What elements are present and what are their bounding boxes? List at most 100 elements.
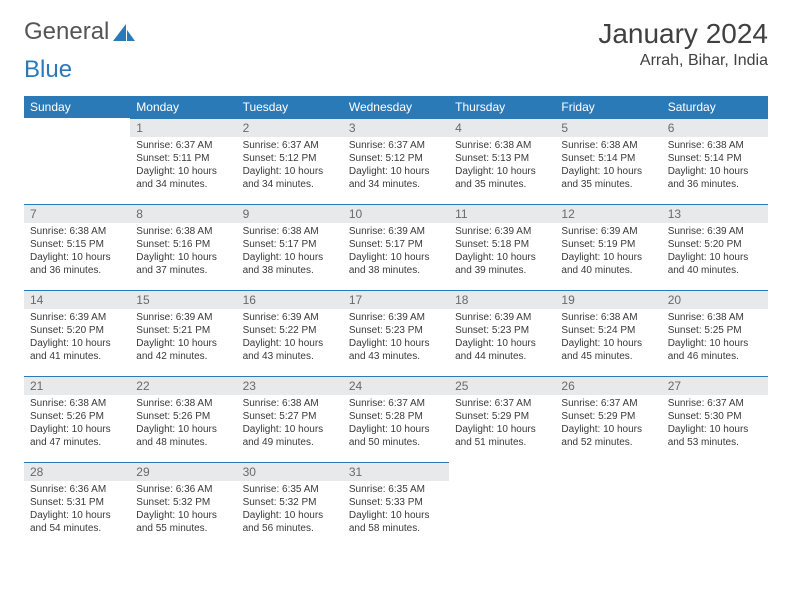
daylight-text-1: Daylight: 10 hours (561, 337, 655, 350)
calendar-day-cell: 8Sunrise: 6:38 AMSunset: 5:16 PMDaylight… (130, 204, 236, 290)
calendar-day-cell: 17Sunrise: 6:39 AMSunset: 5:23 PMDayligh… (343, 290, 449, 376)
calendar-day-cell: 4Sunrise: 6:38 AMSunset: 5:13 PMDaylight… (449, 118, 555, 204)
calendar-day-cell: 9Sunrise: 6:38 AMSunset: 5:17 PMDaylight… (237, 204, 343, 290)
day-info: Sunrise: 6:38 AMSunset: 5:14 PMDaylight:… (555, 137, 661, 195)
sunset-text: Sunset: 5:28 PM (349, 410, 443, 423)
calendar-day-cell: 3Sunrise: 6:37 AMSunset: 5:12 PMDaylight… (343, 118, 449, 204)
daylight-text-1: Daylight: 10 hours (349, 251, 443, 264)
sunset-text: Sunset: 5:31 PM (30, 496, 124, 509)
calendar-day-cell: 31Sunrise: 6:35 AMSunset: 5:33 PMDayligh… (343, 462, 449, 548)
daylight-text-2: and 35 minutes. (455, 178, 549, 191)
calendar-day-cell: 1Sunrise: 6:37 AMSunset: 5:11 PMDaylight… (130, 118, 236, 204)
day-number: 5 (555, 118, 661, 137)
daylight-text-1: Daylight: 10 hours (349, 337, 443, 350)
daylight-text-1: Daylight: 10 hours (30, 423, 124, 436)
calendar-day-cell: 28Sunrise: 6:36 AMSunset: 5:31 PMDayligh… (24, 462, 130, 548)
day-info: Sunrise: 6:39 AMSunset: 5:23 PMDaylight:… (343, 309, 449, 367)
calendar-day-cell: 27Sunrise: 6:37 AMSunset: 5:30 PMDayligh… (662, 376, 768, 462)
day-number: 19 (555, 290, 661, 309)
sunrise-text: Sunrise: 6:38 AM (136, 397, 230, 410)
calendar-table: Sunday Monday Tuesday Wednesday Thursday… (24, 96, 768, 548)
weekday-header: Wednesday (343, 96, 449, 118)
sunset-text: Sunset: 5:23 PM (349, 324, 443, 337)
daylight-text-2: and 53 minutes. (668, 436, 762, 449)
sunrise-text: Sunrise: 6:38 AM (561, 139, 655, 152)
sunset-text: Sunset: 5:24 PM (561, 324, 655, 337)
sunrise-text: Sunrise: 6:35 AM (349, 483, 443, 496)
day-number: 9 (237, 204, 343, 223)
daylight-text-2: and 38 minutes. (243, 264, 337, 277)
day-info: Sunrise: 6:37 AMSunset: 5:28 PMDaylight:… (343, 395, 449, 453)
sunset-text: Sunset: 5:15 PM (30, 238, 124, 251)
sunrise-text: Sunrise: 6:39 AM (30, 311, 124, 324)
day-info: Sunrise: 6:37 AMSunset: 5:29 PMDaylight:… (449, 395, 555, 453)
daylight-text-2: and 35 minutes. (561, 178, 655, 191)
sunset-text: Sunset: 5:14 PM (668, 152, 762, 165)
sunrise-text: Sunrise: 6:38 AM (668, 311, 762, 324)
day-info: Sunrise: 6:39 AMSunset: 5:17 PMDaylight:… (343, 223, 449, 281)
sunrise-text: Sunrise: 6:38 AM (243, 225, 337, 238)
sunrise-text: Sunrise: 6:38 AM (561, 311, 655, 324)
calendar-week-row: 28Sunrise: 6:36 AMSunset: 5:31 PMDayligh… (24, 462, 768, 548)
daylight-text-2: and 36 minutes. (668, 178, 762, 191)
daylight-text-2: and 38 minutes. (349, 264, 443, 277)
day-number: 21 (24, 376, 130, 395)
sunrise-text: Sunrise: 6:39 AM (349, 311, 443, 324)
sunset-text: Sunset: 5:13 PM (455, 152, 549, 165)
day-info: Sunrise: 6:36 AMSunset: 5:31 PMDaylight:… (24, 481, 130, 539)
day-info: Sunrise: 6:35 AMSunset: 5:33 PMDaylight:… (343, 481, 449, 539)
daylight-text-1: Daylight: 10 hours (136, 509, 230, 522)
daylight-text-1: Daylight: 10 hours (668, 165, 762, 178)
daylight-text-1: Daylight: 10 hours (455, 423, 549, 436)
daylight-text-2: and 37 minutes. (136, 264, 230, 277)
daylight-text-2: and 39 minutes. (455, 264, 549, 277)
weekday-header: Friday (555, 96, 661, 118)
calendar-week-row: 21Sunrise: 6:38 AMSunset: 5:26 PMDayligh… (24, 376, 768, 462)
daylight-text-2: and 42 minutes. (136, 350, 230, 363)
daylight-text-1: Daylight: 10 hours (243, 337, 337, 350)
logo-sail-icon (113, 24, 135, 42)
daylight-text-2: and 58 minutes. (349, 522, 443, 535)
daylight-text-2: and 54 minutes. (30, 522, 124, 535)
daylight-text-2: and 49 minutes. (243, 436, 337, 449)
daylight-text-1: Daylight: 10 hours (136, 165, 230, 178)
sunset-text: Sunset: 5:14 PM (561, 152, 655, 165)
weekday-header-row: Sunday Monday Tuesday Wednesday Thursday… (24, 96, 768, 118)
daylight-text-2: and 41 minutes. (30, 350, 124, 363)
daylight-text-2: and 34 minutes. (349, 178, 443, 191)
daylight-text-2: and 50 minutes. (349, 436, 443, 449)
sunset-text: Sunset: 5:32 PM (243, 496, 337, 509)
sunset-text: Sunset: 5:17 PM (349, 238, 443, 251)
daylight-text-2: and 44 minutes. (455, 350, 549, 363)
calendar-body: 1Sunrise: 6:37 AMSunset: 5:11 PMDaylight… (24, 118, 768, 548)
sunset-text: Sunset: 5:20 PM (30, 324, 124, 337)
calendar-day-cell: 13Sunrise: 6:39 AMSunset: 5:20 PMDayligh… (662, 204, 768, 290)
logo-text-1: General (24, 18, 109, 46)
sunset-text: Sunset: 5:16 PM (136, 238, 230, 251)
daylight-text-1: Daylight: 10 hours (455, 337, 549, 350)
calendar-day-cell: 30Sunrise: 6:35 AMSunset: 5:32 PMDayligh… (237, 462, 343, 548)
daylight-text-1: Daylight: 10 hours (30, 509, 124, 522)
calendar-day-cell: 11Sunrise: 6:39 AMSunset: 5:18 PMDayligh… (449, 204, 555, 290)
day-number: 4 (449, 118, 555, 137)
weekday-header: Sunday (24, 96, 130, 118)
daylight-text-2: and 56 minutes. (243, 522, 337, 535)
day-number: 8 (130, 204, 236, 223)
day-number: 2 (237, 118, 343, 137)
calendar-day-cell: 12Sunrise: 6:39 AMSunset: 5:19 PMDayligh… (555, 204, 661, 290)
day-number: 14 (24, 290, 130, 309)
sunrise-text: Sunrise: 6:37 AM (668, 397, 762, 410)
daylight-text-1: Daylight: 10 hours (243, 509, 337, 522)
calendar-day-cell: 26Sunrise: 6:37 AMSunset: 5:29 PMDayligh… (555, 376, 661, 462)
day-number: 18 (449, 290, 555, 309)
sunrise-text: Sunrise: 6:39 AM (668, 225, 762, 238)
day-number: 12 (555, 204, 661, 223)
sunrise-text: Sunrise: 6:39 AM (243, 311, 337, 324)
daylight-text-2: and 34 minutes. (243, 178, 337, 191)
day-number: 26 (555, 376, 661, 395)
day-number: 3 (343, 118, 449, 137)
sunset-text: Sunset: 5:23 PM (455, 324, 549, 337)
sunset-text: Sunset: 5:18 PM (455, 238, 549, 251)
sunrise-text: Sunrise: 6:38 AM (243, 397, 337, 410)
calendar-day-cell: 20Sunrise: 6:38 AMSunset: 5:25 PMDayligh… (662, 290, 768, 376)
